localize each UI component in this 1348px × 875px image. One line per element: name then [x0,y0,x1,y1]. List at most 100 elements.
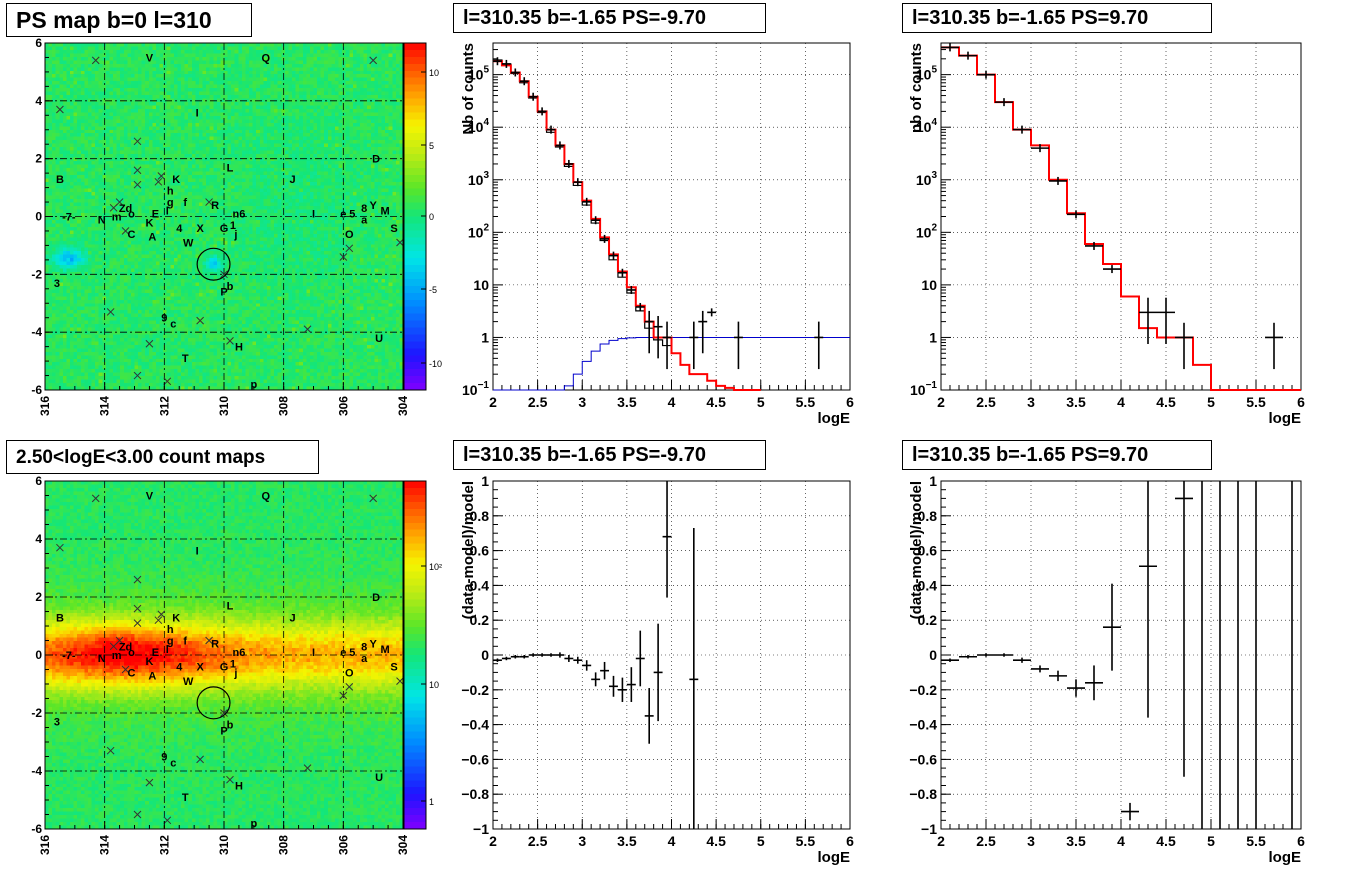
heat-cell [145,164,150,169]
heat-cell [91,49,96,54]
heat-cell [73,216,78,221]
heat-cell [48,313,53,318]
heat-cell [216,226,221,231]
heat-cell [170,292,175,297]
heat-cell [195,386,200,391]
heat-cell [113,74,117,79]
heat-cell [198,383,203,387]
heat-cell [188,369,193,374]
heat-cell [77,355,82,360]
heat-cell [127,310,132,315]
heat-cell [59,49,64,54]
heat-cell [95,129,100,134]
heat-cell [152,171,157,176]
heat-cell [145,119,150,124]
heat-cell [159,143,164,148]
heat-cell [87,46,92,51]
heat-cell [166,105,171,110]
heat-cell [127,209,132,214]
heat-cell [184,112,189,117]
heat-cell [195,160,200,165]
heat-cell [191,63,196,68]
heat-cell [209,351,214,356]
heat-cell [120,84,125,89]
heat-cell [181,372,186,377]
heat-cell [159,383,164,387]
heat-cell [195,362,200,367]
heat-cell [216,119,221,124]
heat-cell [181,195,186,200]
heat-cell [173,115,178,120]
heat-cell [105,268,110,273]
heat-cell [170,348,175,353]
heat-cell [95,348,100,353]
heat-cell [191,181,196,186]
heat-cell [159,67,164,72]
heat-cell [170,167,175,172]
heat-cell [62,49,67,54]
heat-cell [188,296,193,301]
heat-cell [70,240,75,245]
heat-cell [87,67,92,72]
heat-cell [141,188,146,193]
heat-cell [98,136,103,141]
heat-cell [59,376,64,380]
heat-cell [152,108,157,113]
heat-cell [213,164,218,169]
heat-cell [184,188,189,193]
heat-cell [73,188,78,193]
heat-cell [98,362,103,367]
heat-cell [84,268,89,273]
heat-cell [138,331,143,335]
heat-cell [55,341,60,346]
heat-cell [198,154,203,158]
heat-cell [138,115,143,120]
heat-cell [198,351,203,356]
heat-cell [138,320,143,325]
heat-cell [184,216,189,221]
heat-cell [184,226,189,231]
heat-cell [220,317,225,321]
heat-cell [181,299,186,304]
heat-cell [130,49,135,54]
heat-cell [98,219,103,224]
heat-cell [145,63,150,68]
heat-cell [80,268,85,273]
heat-cell [66,147,71,151]
heat-cell [123,292,128,297]
heat-cell [173,63,178,68]
heat-cell [202,171,207,176]
heat-cell [120,237,125,242]
heat-cell [98,365,103,370]
heat-cell [195,53,200,58]
heat-cell [181,126,186,131]
heat-cell [52,160,57,165]
heat-cell [216,251,221,256]
heat-cell [220,174,225,179]
heat-cell [206,337,211,342]
heat-cell [55,53,60,58]
heat-cell [87,133,92,138]
heat-cell [181,313,186,318]
heat-cell [148,226,153,231]
heat-cell [127,88,132,92]
heat-cell [220,77,225,82]
heat-cell [55,327,60,332]
heat-cell [202,355,207,360]
heat-cell [84,337,89,342]
heat-cell [113,46,117,51]
heat-cell [209,112,214,117]
heat-cell [70,251,75,256]
heat-cell [123,181,128,186]
heat-cell [87,251,92,256]
heat-cell [45,362,49,367]
heat-cell [52,254,57,259]
heat-cell [141,43,146,47]
heat-cell [138,233,143,238]
heat-cell [70,299,75,304]
heat-cell [173,233,178,238]
heat-cell [48,268,53,273]
heat-cell [66,358,71,363]
heat-cell [198,348,203,353]
heat-cell [209,358,214,363]
